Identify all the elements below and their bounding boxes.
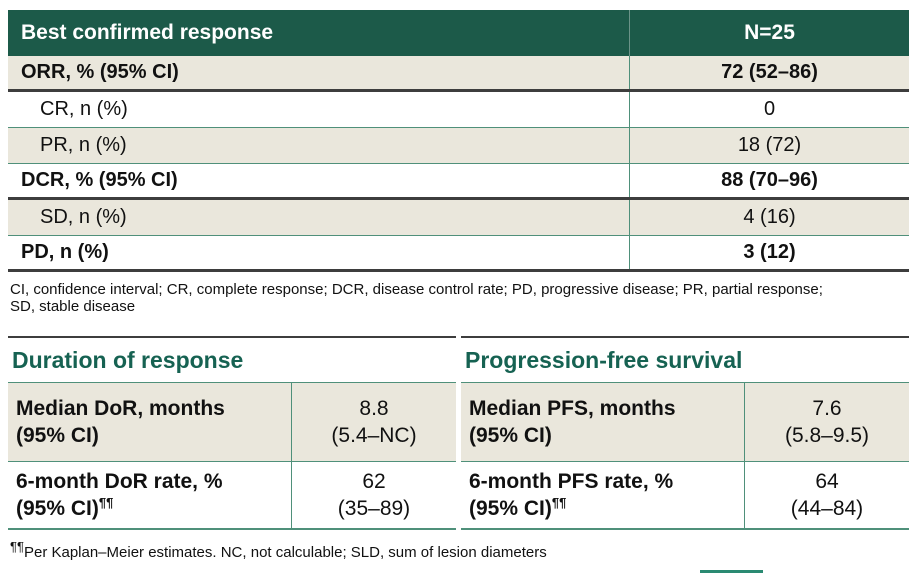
footnote-line1: CI, confidence interval; CR, complete re… bbox=[10, 281, 823, 298]
abbreviations-footnote: CI, confidence interval; CR, complete re… bbox=[10, 281, 900, 315]
footnote-marker: ¶¶ bbox=[10, 539, 24, 554]
row-label: Median DoR, months (95% CI) bbox=[8, 383, 291, 461]
row-label: SD, n (%) bbox=[40, 206, 127, 228]
label-line2: (95% CI) bbox=[16, 497, 99, 520]
value-line1: 62 bbox=[362, 470, 386, 493]
slide-accent-line bbox=[700, 570, 763, 573]
duration-of-response-table: Duration of response Median DoR, months … bbox=[8, 336, 456, 530]
dor-table-title: Duration of response bbox=[8, 338, 456, 383]
progression-free-survival-table: Progression-free survival Median PFS, mo… bbox=[461, 336, 909, 530]
response-table-title: Best confirmed response bbox=[21, 21, 274, 44]
footnote-line2: SD, stable disease bbox=[10, 298, 136, 315]
value-line2: (44–84) bbox=[790, 497, 864, 520]
table-row-dcr: DCR, % (95% CI) 88 (70–96) bbox=[8, 164, 909, 200]
row-value: 88 (70–96) bbox=[629, 164, 909, 197]
table-row-sd: SD, n (%) 4 (16) bbox=[8, 200, 909, 236]
table-row-orr: ORR, % (95% CI) 72 (52–86) bbox=[8, 56, 909, 92]
pfs-6month-row: 6-month PFS rate, % (95% CI)¶¶ 64 (44–84… bbox=[461, 462, 909, 530]
label-line2: (95% CI) bbox=[16, 424, 99, 447]
footnote-text: Per Kaplan–Meier estimates. NC, not calc… bbox=[23, 544, 547, 561]
label-line2: (95% CI) bbox=[469, 497, 552, 520]
row-label: 6-month DoR rate, % (95% CI)¶¶ bbox=[8, 462, 291, 528]
value-line2: (5.8–9.5) bbox=[784, 424, 870, 447]
row-value: 7.6 (5.8–9.5) bbox=[744, 383, 909, 461]
row-value: 4 (16) bbox=[629, 200, 909, 235]
row-label: PD, n (%) bbox=[21, 241, 109, 263]
best-confirmed-response-table: Best confirmed response N=25 ORR, % (95%… bbox=[8, 10, 909, 272]
row-value: 0 bbox=[629, 92, 909, 127]
row-label: PR, n (%) bbox=[40, 134, 127, 156]
label-line1: Median PFS, months bbox=[469, 397, 676, 420]
slide: Best confirmed response N=25 ORR, % (95%… bbox=[8, 10, 910, 561]
kaplan-meier-footnote: ¶¶Per Kaplan–Meier estimates. NC, not ca… bbox=[10, 540, 910, 561]
row-value: 18 (72) bbox=[629, 128, 909, 163]
table-row-pr: PR, n (%) 18 (72) bbox=[8, 128, 909, 164]
row-value: 3 (12) bbox=[629, 236, 909, 269]
row-label: CR, n (%) bbox=[40, 98, 128, 120]
response-table-n-value: N=25 bbox=[629, 10, 909, 56]
label-line1: Median DoR, months bbox=[16, 397, 225, 420]
dor-median-row: Median DoR, months (95% CI) 8.8 (5.4–NC) bbox=[8, 383, 456, 462]
pfs-table-title: Progression-free survival bbox=[461, 338, 909, 383]
value-line2: (5.4–NC) bbox=[331, 424, 417, 447]
label-line1: 6-month DoR rate, % bbox=[16, 470, 223, 493]
row-label: DCR, % (95% CI) bbox=[21, 169, 178, 191]
value-line1: 7.6 bbox=[812, 397, 842, 420]
dor-6month-row: 6-month DoR rate, % (95% CI)¶¶ 62 (35–89… bbox=[8, 462, 456, 530]
response-table-header-row: Best confirmed response N=25 bbox=[8, 10, 909, 56]
label-line1: 6-month PFS rate, % bbox=[469, 470, 674, 493]
footnote-marker: ¶¶ bbox=[98, 495, 114, 510]
table-row-pd: PD, n (%) 3 (12) bbox=[8, 236, 909, 272]
row-value: 62 (35–89) bbox=[291, 462, 456, 528]
pfs-median-row: Median PFS, months (95% CI) 7.6 (5.8–9.5… bbox=[461, 383, 909, 462]
row-label: ORR, % (95% CI) bbox=[21, 61, 179, 83]
footnote-marker: ¶¶ bbox=[551, 495, 567, 510]
row-value: 64 (44–84) bbox=[744, 462, 909, 528]
row-label: Median PFS, months (95% CI) bbox=[461, 383, 744, 461]
table-row-cr: CR, n (%) 0 bbox=[8, 92, 909, 128]
value-line2: (35–89) bbox=[337, 497, 411, 520]
label-line2: (95% CI) bbox=[469, 424, 552, 447]
value-line1: 64 bbox=[815, 470, 839, 493]
row-label: 6-month PFS rate, % (95% CI)¶¶ bbox=[461, 462, 744, 528]
outcome-tables: Duration of response Median DoR, months … bbox=[8, 336, 910, 530]
row-value: 8.8 (5.4–NC) bbox=[291, 383, 456, 461]
row-value: 72 (52–86) bbox=[629, 56, 909, 89]
value-line1: 8.8 bbox=[359, 397, 389, 420]
